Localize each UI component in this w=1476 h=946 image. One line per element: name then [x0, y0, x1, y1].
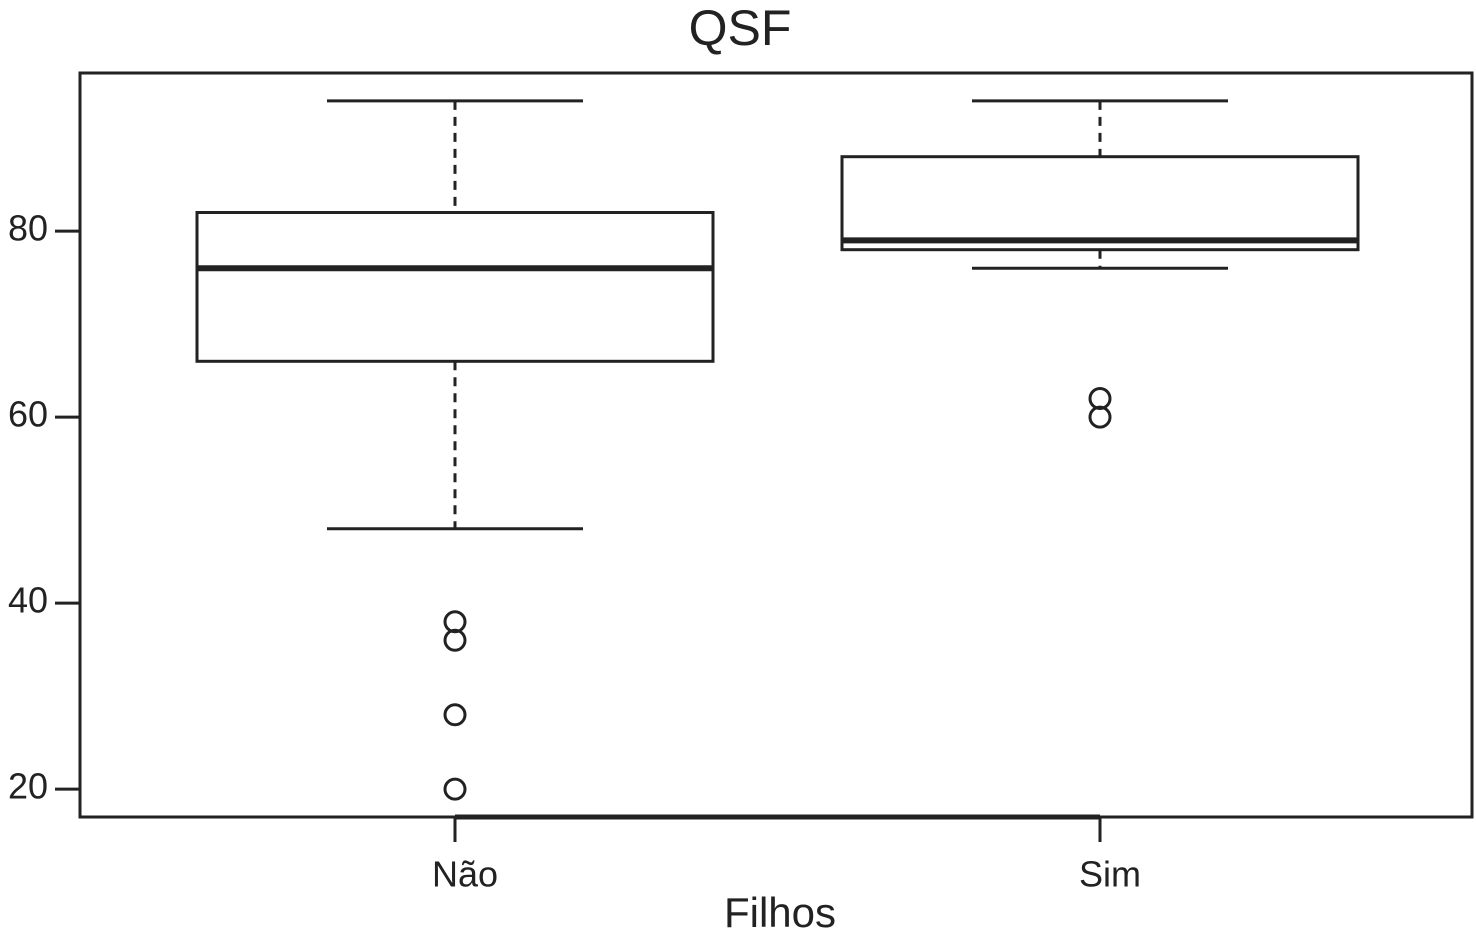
outlier — [443, 703, 467, 727]
chart-title: QSF — [689, 0, 792, 56]
box — [195, 211, 715, 363]
box — [840, 155, 1360, 252]
x-axis-label: Filhos — [724, 889, 836, 936]
y-tick-label: 40 — [8, 580, 48, 621]
y-tick-label: 20 — [8, 766, 48, 807]
y-tick-label: 60 — [8, 394, 48, 435]
outlier — [443, 628, 467, 652]
x-tick-label: Sim — [1079, 854, 1141, 895]
outlier — [1088, 387, 1112, 410]
x-tick-label: Não — [432, 854, 498, 895]
outlier — [443, 777, 467, 801]
y-tick-label: 80 — [8, 208, 48, 249]
outlier — [1088, 405, 1112, 429]
outlier — [443, 610, 467, 634]
